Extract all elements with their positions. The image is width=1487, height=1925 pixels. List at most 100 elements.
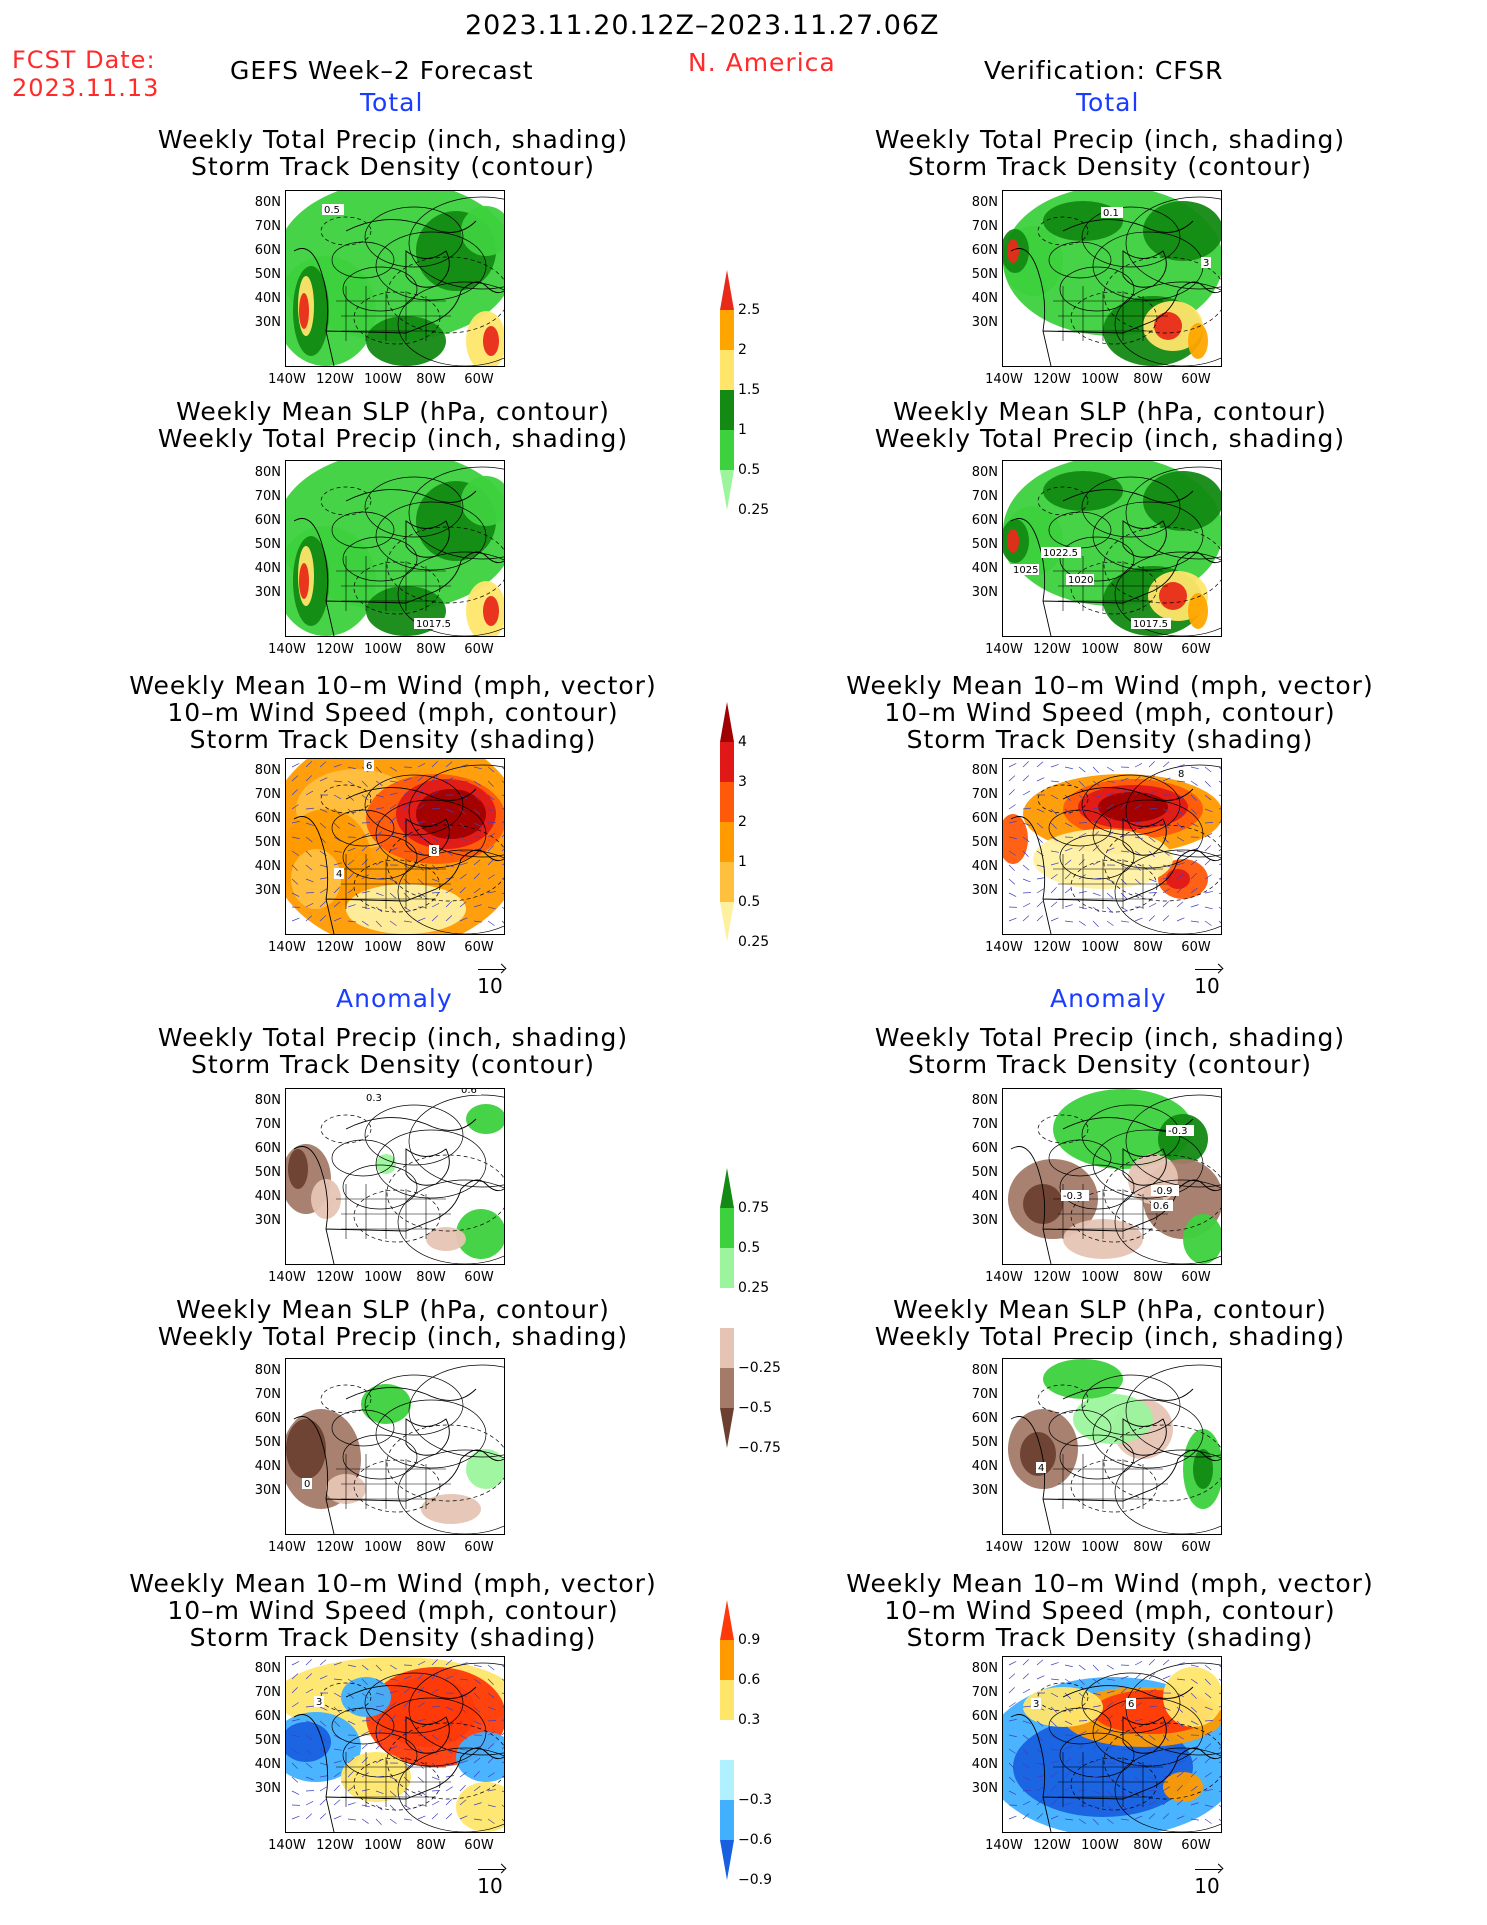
lat-label: 40N bbox=[254, 1757, 281, 1772]
wind-vector bbox=[361, 1818, 369, 1824]
wind-vector bbox=[1078, 1706, 1087, 1711]
lat-label: 80N bbox=[971, 195, 998, 210]
lon-label: 80W bbox=[416, 940, 446, 955]
wind-vector bbox=[501, 920, 504, 924]
colorbar-cap-bottom bbox=[720, 902, 734, 942]
lon-label: 120W bbox=[316, 372, 354, 387]
wind-vector bbox=[1218, 834, 1221, 838]
lon-label: 120W bbox=[1033, 1270, 1071, 1285]
wind-vector bbox=[361, 859, 368, 866]
contour-line bbox=[364, 1104, 464, 1166]
wind-vector bbox=[1218, 1746, 1221, 1750]
contour-line bbox=[1059, 1434, 1135, 1480]
wind-vector bbox=[1008, 892, 1017, 897]
wind-vector bbox=[291, 1718, 300, 1722]
lat-label: 50N bbox=[971, 835, 998, 850]
wind-vector bbox=[291, 763, 300, 768]
wind-vector bbox=[501, 892, 504, 895]
shading-region bbox=[1163, 1667, 1221, 1727]
lon-label: 60W bbox=[464, 372, 494, 387]
wind-vector bbox=[501, 848, 504, 852]
fcst-date-label: FCST Date: bbox=[12, 46, 156, 74]
lat-label: 30N bbox=[254, 1483, 281, 1498]
contour-line bbox=[353, 1757, 441, 1811]
lat-label: 60N bbox=[971, 243, 998, 258]
lat-label: 40N bbox=[971, 561, 998, 576]
wind-vector bbox=[305, 761, 312, 768]
map-forecast-4: 0.3 0.6 bbox=[285, 1088, 505, 1265]
wind-vector bbox=[1078, 766, 1086, 773]
lat-label: 60N bbox=[254, 1141, 281, 1156]
wind-vector bbox=[389, 1790, 397, 1797]
panel-title-verification-line: Weekly Mean SLP (hPa, contour) bbox=[893, 397, 1327, 426]
lon-label: 60W bbox=[1181, 1540, 1211, 1555]
contour-line bbox=[1092, 1129, 1204, 1199]
lon-label: 120W bbox=[1033, 940, 1071, 955]
wind-vector bbox=[1134, 836, 1143, 840]
wind-vector bbox=[347, 766, 356, 770]
wind-vector bbox=[1162, 1775, 1171, 1778]
wind-vector bbox=[431, 775, 439, 782]
wind-vector bbox=[1176, 1748, 1185, 1751]
shading-region bbox=[1188, 323, 1208, 359]
wind-vector bbox=[361, 874, 369, 880]
wind-vector bbox=[333, 808, 341, 815]
wind-vector bbox=[347, 1757, 355, 1764]
wind-vector bbox=[1008, 878, 1016, 885]
wind-vector bbox=[1106, 1745, 1115, 1750]
wind-vector bbox=[1176, 1771, 1184, 1778]
contour-label-bg bbox=[1036, 1462, 1046, 1473]
wind-vector bbox=[487, 822, 497, 824]
wind-vector bbox=[291, 1687, 298, 1694]
shading-region bbox=[1143, 201, 1221, 261]
contour-line bbox=[1103, 1154, 1221, 1232]
wind-vector bbox=[305, 1720, 314, 1724]
wind-vector bbox=[445, 1762, 454, 1766]
wind-vector bbox=[459, 1692, 468, 1698]
lat-label: 60N bbox=[971, 1709, 998, 1724]
shading-region bbox=[1043, 471, 1123, 511]
wind-vector bbox=[1036, 822, 1044, 829]
colorbar-segment bbox=[720, 1328, 734, 1368]
wind-vector bbox=[305, 850, 312, 857]
lon-label: 120W bbox=[316, 1540, 354, 1555]
contour-line bbox=[353, 859, 441, 913]
lat-label: 60N bbox=[254, 1411, 281, 1426]
colorbar-segment bbox=[720, 1680, 734, 1720]
wind-vector bbox=[375, 831, 382, 838]
wind-vector bbox=[431, 790, 440, 796]
wind-vector bbox=[1022, 1688, 1031, 1694]
wind-vector bbox=[1022, 1762, 1030, 1769]
wind-vector bbox=[389, 1804, 396, 1811]
wind-vector bbox=[333, 850, 342, 853]
shading-region bbox=[1193, 1449, 1213, 1489]
wind-vector bbox=[1162, 777, 1171, 782]
contour-label: 0.3 bbox=[366, 1093, 382, 1104]
wind-vector bbox=[403, 892, 410, 899]
wind-vector bbox=[1162, 1786, 1170, 1792]
wind-vector bbox=[1190, 1802, 1199, 1806]
contour-line bbox=[1070, 1757, 1158, 1811]
shading-region bbox=[1143, 471, 1221, 531]
shading-region bbox=[291, 849, 341, 909]
colorbar-tick-label: −0.75 bbox=[738, 1440, 781, 1456]
wind-vector bbox=[403, 1804, 412, 1810]
wind-vector bbox=[1176, 1662, 1185, 1666]
shading-region bbox=[1166, 869, 1190, 889]
wind-vector bbox=[403, 1818, 412, 1821]
wind-vector bbox=[459, 1734, 468, 1740]
wind-vector bbox=[1050, 822, 1057, 829]
wind-vector bbox=[319, 1720, 327, 1727]
wind-vector bbox=[487, 1772, 495, 1778]
wind-vector bbox=[473, 1706, 481, 1713]
colorbar-cap-top bbox=[720, 1168, 734, 1208]
wind-vector bbox=[1148, 775, 1156, 782]
wind-vector bbox=[1204, 1743, 1212, 1750]
wind-vector bbox=[1008, 775, 1016, 782]
contour-line bbox=[1048, 1409, 1112, 1447]
contour-line bbox=[386, 1154, 504, 1232]
lat-label: 50N bbox=[254, 1733, 281, 1748]
lat-label: 60N bbox=[254, 513, 281, 528]
wind-vector bbox=[1204, 794, 1212, 801]
wind-vector bbox=[501, 1664, 504, 1668]
